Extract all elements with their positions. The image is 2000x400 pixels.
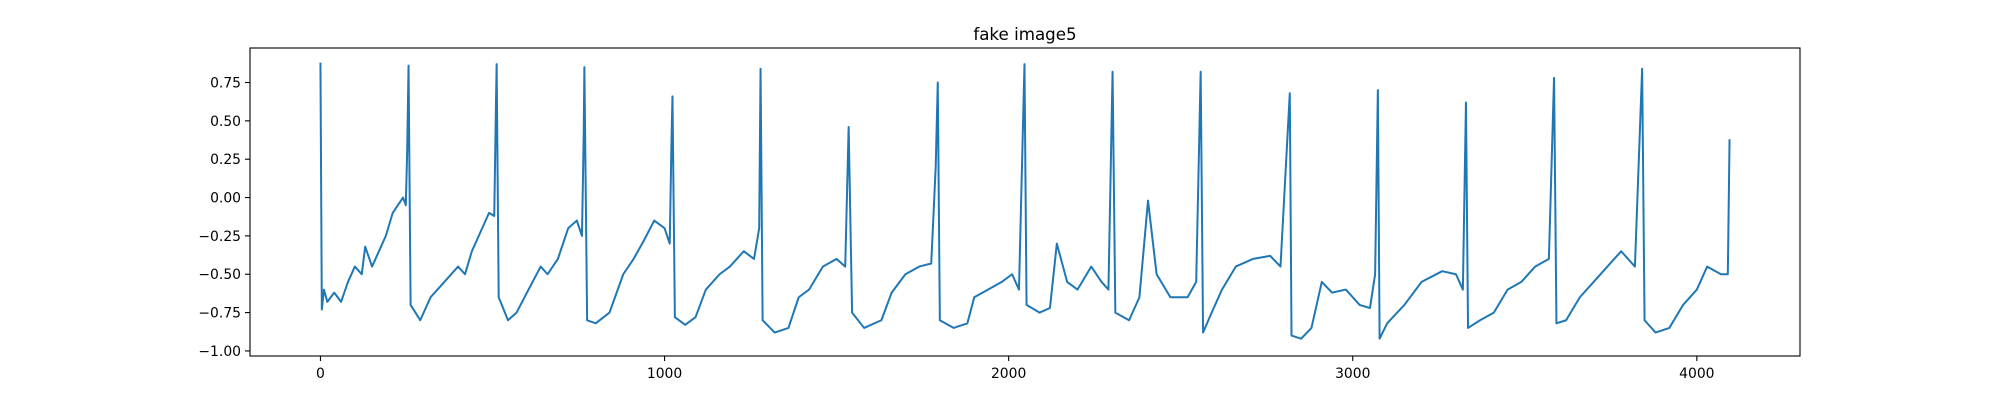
y-tick-label: 0.50: [210, 114, 241, 130]
x-tick-label: 0: [316, 366, 325, 382]
x-tick-label: 4000: [1679, 366, 1714, 382]
y-tick-label: −1.00: [198, 344, 241, 360]
x-tick-label: 2000: [991, 366, 1026, 382]
x-tick-label: 1000: [647, 366, 682, 382]
y-tick-label: 0.75: [210, 76, 241, 92]
y-tick-label: −0.50: [198, 267, 241, 283]
y-tick-label: 0.25: [210, 152, 241, 168]
plot-frame: [249, 47, 1801, 357]
y-tick-label: 0.00: [210, 191, 241, 207]
x-tick-label: 3000: [1335, 366, 1370, 382]
y-tick-label: −0.25: [198, 229, 241, 245]
data-line: [319, 62, 1731, 340]
chart-title: fake image5: [973, 24, 1076, 44]
y-tick-label: −0.75: [198, 306, 241, 322]
